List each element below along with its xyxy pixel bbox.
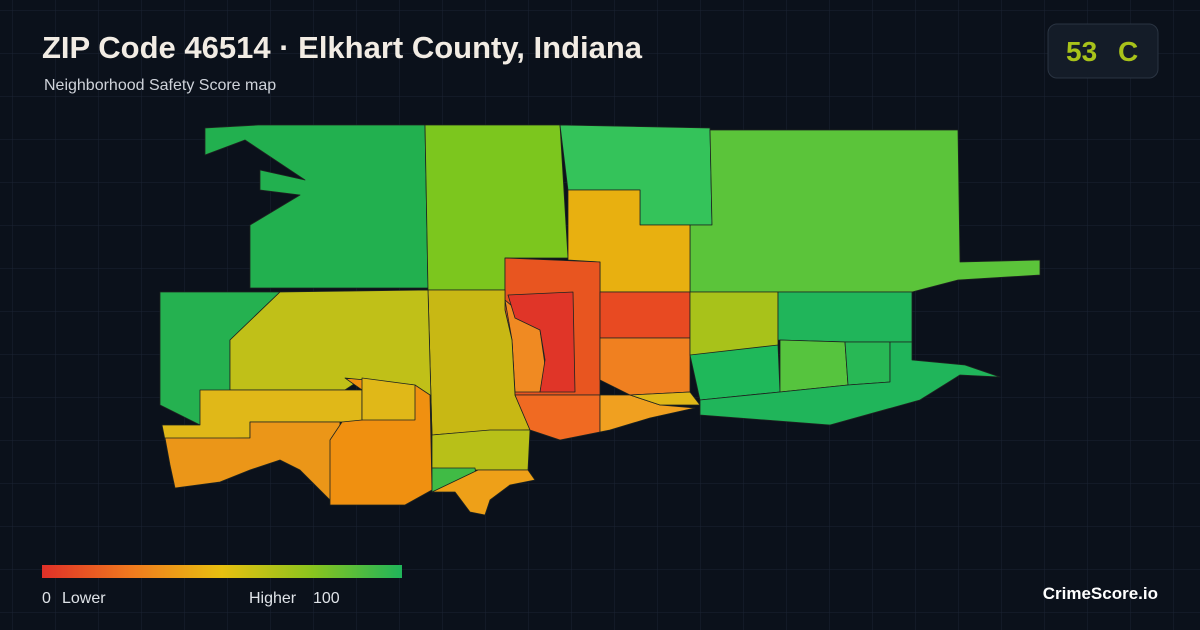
- title: ZIP Code 46514 · Elkhart County, Indiana: [42, 30, 643, 65]
- region: [689, 291, 779, 356]
- region: [514, 394, 601, 441]
- region: [844, 341, 891, 386]
- region: [779, 339, 849, 393]
- region: [361, 377, 416, 421]
- legend-min: 0: [42, 590, 51, 607]
- score-grade: C: [1118, 36, 1138, 67]
- region: [689, 344, 781, 401]
- region: [431, 429, 531, 471]
- legend-min-label: Lower: [62, 590, 106, 607]
- region: [629, 391, 701, 406]
- region: [689, 129, 1041, 293]
- choropleth: [159, 124, 1041, 516]
- legend-bar: [42, 565, 402, 578]
- score-badge: [1047, 23, 1159, 79]
- region: [699, 341, 1001, 426]
- region: [599, 291, 691, 339]
- region: [777, 291, 913, 343]
- legend-max: 100: [313, 590, 340, 607]
- region: [599, 337, 691, 396]
- region: [431, 469, 536, 516]
- region: [507, 291, 576, 393]
- region: [164, 421, 341, 501]
- legend-max-label: Higher: [249, 590, 297, 607]
- brand: CrimeScore.io: [1043, 584, 1158, 603]
- subtitle: Neighborhood Safety Score map: [44, 77, 276, 94]
- score-value: 53: [1066, 36, 1097, 67]
